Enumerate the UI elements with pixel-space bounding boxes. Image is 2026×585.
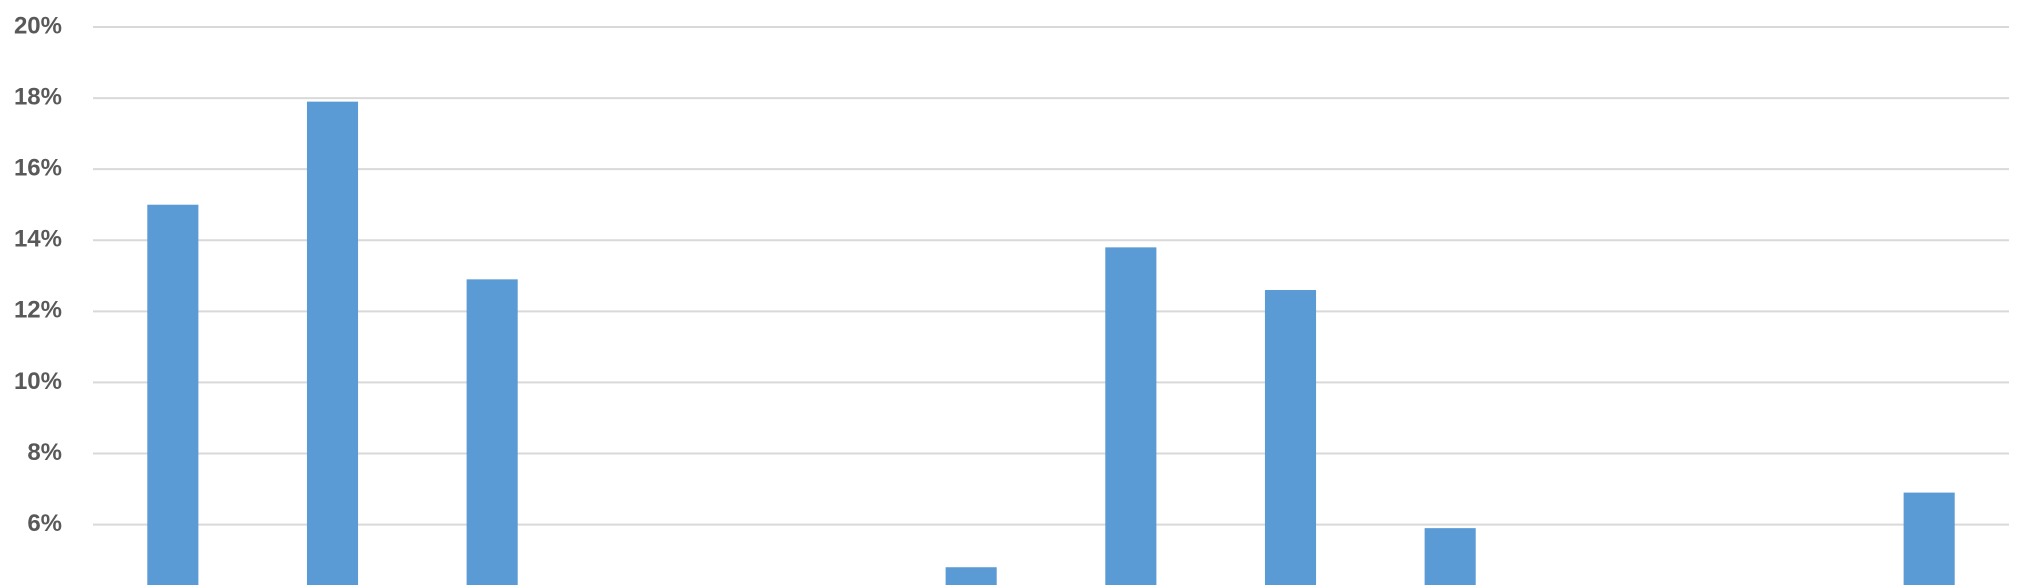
y-tick-label: 14% <box>14 226 62 253</box>
y-tick-label: 6% <box>27 510 62 537</box>
y-tick-label: 16% <box>14 155 62 182</box>
y-tick-label: 20% <box>14 12 62 39</box>
y-tick-label: 12% <box>14 297 62 324</box>
bar <box>1424 528 1476 585</box>
y-tick-label: 18% <box>14 83 62 110</box>
y-tick-label: 8% <box>27 439 62 466</box>
bar <box>306 101 359 585</box>
bar <box>1105 247 1157 585</box>
bar <box>147 204 199 585</box>
bar <box>466 279 518 585</box>
bar <box>945 567 997 585</box>
bar <box>1903 492 1955 585</box>
y-tick-label: 10% <box>14 368 62 395</box>
bar <box>1264 290 1317 585</box>
